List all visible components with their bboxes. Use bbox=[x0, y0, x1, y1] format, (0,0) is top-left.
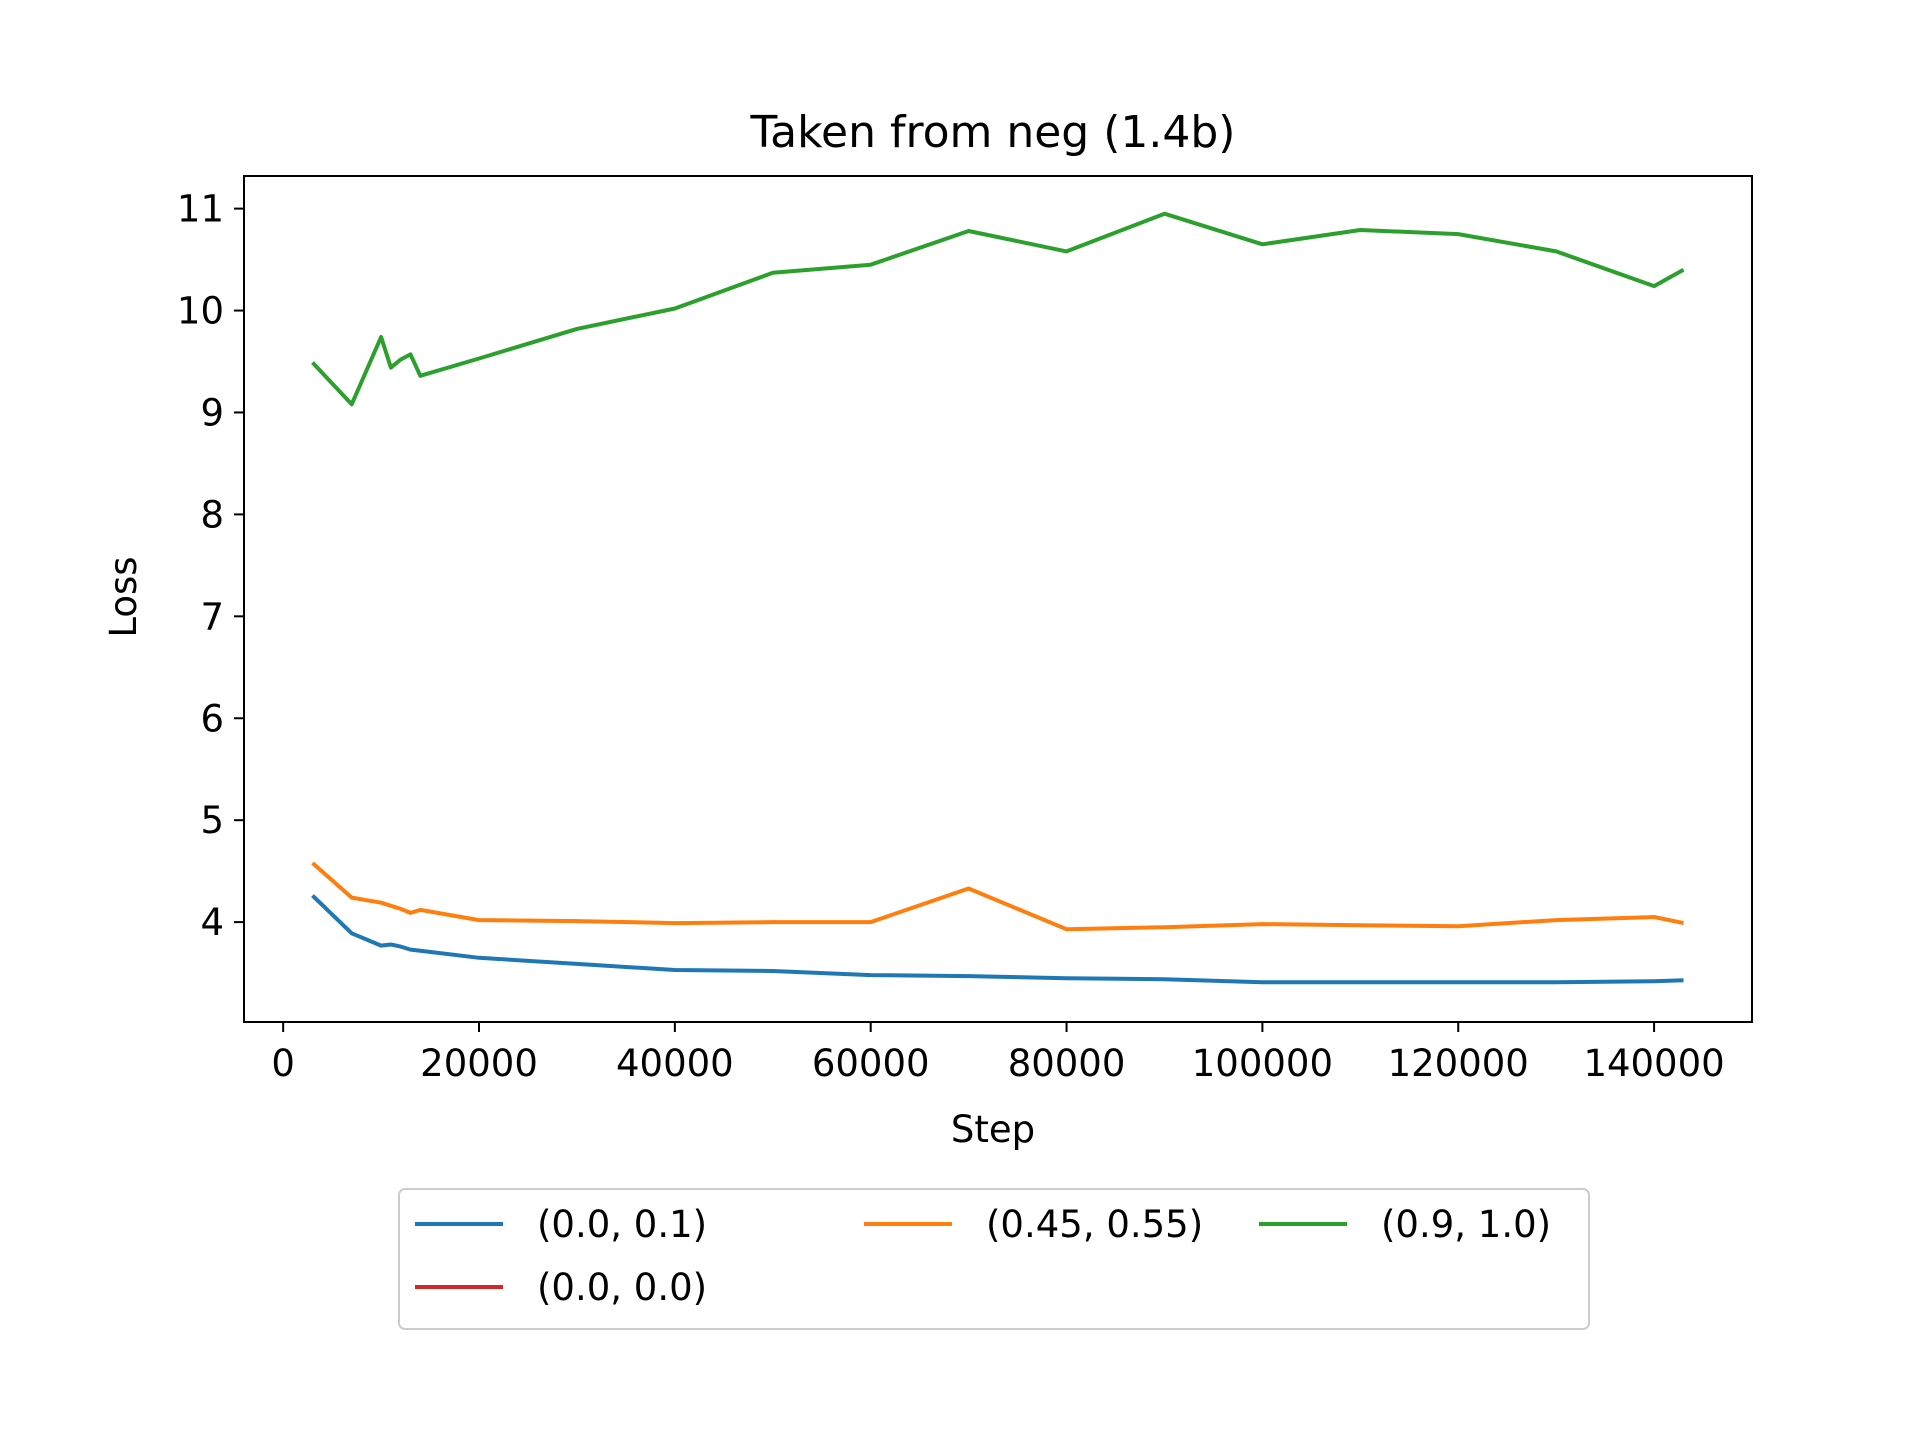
x-tick-label: 120000 bbox=[1388, 1042, 1529, 1085]
y-tick-label: 7 bbox=[200, 595, 224, 638]
y-tick-label: 8 bbox=[200, 493, 224, 536]
plot-frame bbox=[243, 175, 1753, 1023]
x-tick-label: 60000 bbox=[812, 1042, 930, 1085]
series-lines bbox=[311, 211, 1685, 985]
x-tick-label: 0 bbox=[271, 1042, 295, 1085]
y-tick-label: 11 bbox=[177, 188, 224, 231]
x-tick-label: 100000 bbox=[1192, 1042, 1333, 1085]
x-tick-label: 140000 bbox=[1583, 1042, 1724, 1085]
legend-label-2: (0.9, 1.0) bbox=[1381, 1203, 1551, 1246]
plot-background bbox=[244, 176, 1752, 1022]
legend-label-1: (0.45, 0.55) bbox=[986, 1203, 1203, 1246]
x-tick-label: 80000 bbox=[1008, 1042, 1126, 1085]
series-line-1 bbox=[311, 861, 1684, 932]
series-line-0 bbox=[311, 894, 1684, 985]
x-tick-label: 40000 bbox=[616, 1042, 734, 1085]
x-axis-title: Step bbox=[951, 1108, 1035, 1151]
legend: (0.0, 0.1) (0.45, 0.55) (0.9, 1.0) (0.0, 0.… bbox=[398, 1188, 1590, 1330]
plot-area bbox=[243, 175, 1753, 1023]
y-axis: 4 5 6 7 8 9 10 11 bbox=[177, 188, 244, 944]
y-tick-label: 5 bbox=[200, 799, 224, 842]
y-tick-label: 9 bbox=[200, 391, 224, 434]
legend-label-3: (0.0, 0.0) bbox=[537, 1266, 707, 1309]
y-tick-label: 6 bbox=[200, 697, 224, 740]
y-tick-label: 4 bbox=[200, 901, 224, 944]
chart-title: Taken from neg (1.4b) bbox=[750, 107, 1236, 158]
y-tick-label: 10 bbox=[177, 290, 224, 333]
series-line-2 bbox=[311, 211, 1685, 407]
x-axis: 0 20000 40000 60000 80000 100000 120000 140000 bbox=[271, 1022, 1725, 1085]
legend-label-0: (0.0, 0.1) bbox=[537, 1203, 707, 1246]
y-axis-title: Loss bbox=[102, 556, 145, 637]
x-tick-label: 20000 bbox=[420, 1042, 538, 1085]
